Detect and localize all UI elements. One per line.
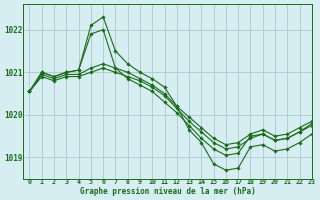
X-axis label: Graphe pression niveau de la mer (hPa): Graphe pression niveau de la mer (hPa) xyxy=(80,187,255,196)
